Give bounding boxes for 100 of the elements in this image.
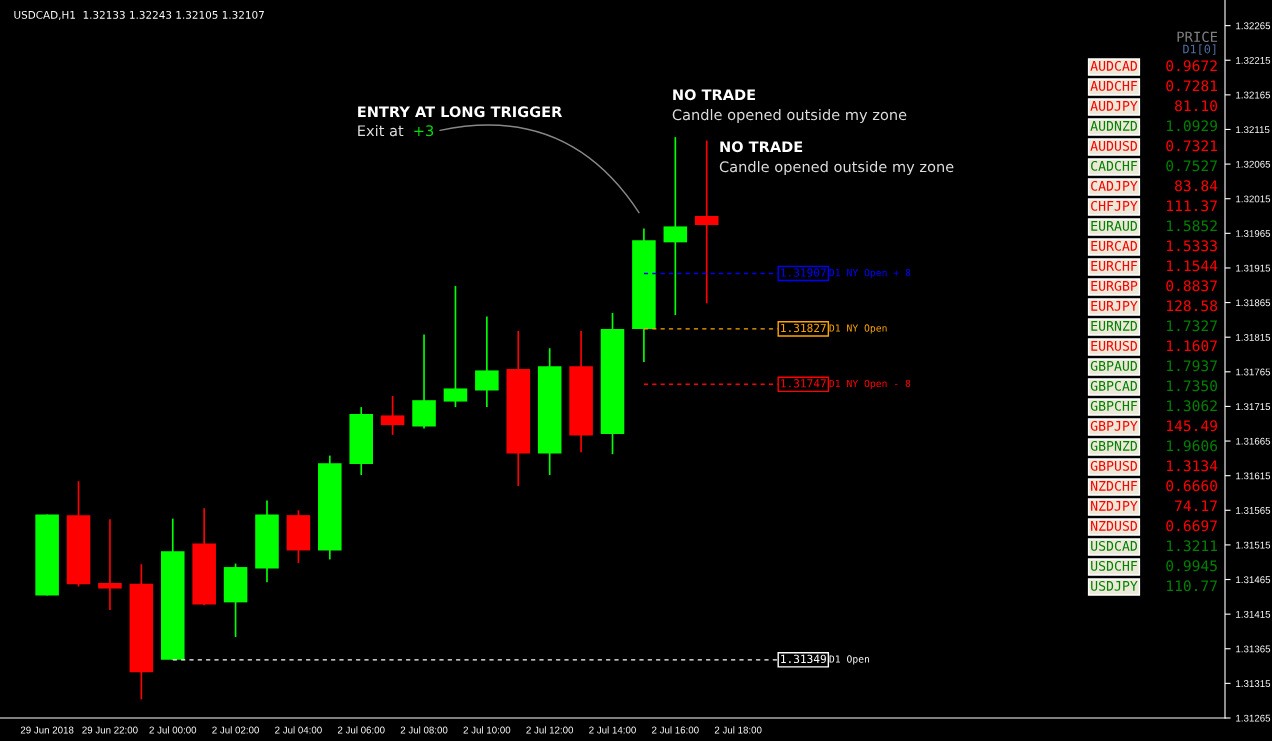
annotation: 74.17 [1175,500,1217,512]
annotation: 0.9945 [1166,560,1217,572]
x-tick-label: 2 Jul 02:00 [212,726,259,734]
y-tick-label: 1.32165 [1236,91,1271,99]
y-tick-label: 1.31615 [1236,472,1271,480]
category-label: AUDCHF [1090,80,1138,91]
annotation: D1 NY Open [829,324,887,334]
ref-line-label: 1.31747 [781,379,826,388]
x-tick-label: 2 Jul 04:00 [275,726,322,734]
y-tick-label: 1.31265 [1236,714,1271,722]
candlestick [475,315,499,408]
annotation: NO TRADE [673,89,756,101]
annotation: ENTRY AT LONG TRIGGER [358,106,563,118]
annotation: 1.5852 [1167,220,1217,232]
x-tick-label: 2 Jul 14:00 [589,726,636,734]
category-label: USDJPY [1091,580,1138,591]
category-label: AUDCAD [1090,60,1138,71]
annotation: 1.3211 [1167,540,1218,552]
category-label: GBPAUD [1090,360,1138,371]
x-tick-label: 2 Jul 08:00 [400,726,448,734]
category-label: EURAUD [1091,221,1138,231]
x-tick-label: 2 Jul 12:00 [526,726,574,734]
annotation: 81.10 [1175,100,1218,112]
annotation: 1.1544 [1167,260,1218,272]
y-tick-label: 1.31415 [1236,610,1271,618]
category-label: GBPJPY [1090,420,1138,431]
annotation: Candle opened outside my zone [672,108,907,124]
y-tick-label: 1.31765 [1236,368,1271,376]
category-label: GBPCAD [1090,380,1138,391]
annotation: 110.77 [1167,580,1217,592]
annotation: 0.8837 [1166,280,1217,292]
category-label: CHFJPY [1091,200,1138,211]
x-tick-label: 29 Jun 2018 [20,726,74,734]
candlestick [380,395,405,436]
annotation: 111.37 [1167,200,1217,212]
text: USDCAD,H1 1.32133 1.32243 1.32105 1.32107 [14,10,264,20]
y-tick-label: 1.31715 [1236,403,1271,411]
annotation: Exit at [358,124,404,137]
y-tick-label: 1.31315 [1236,680,1271,687]
annotation: 1.0929 [1167,120,1218,132]
y-tick-label: 1.32065 [1236,160,1271,168]
ref-line-label: 1.31907 [781,268,826,277]
candlestick [663,136,688,316]
annotation: Candle opened outside my zone [719,160,954,176]
category-label: AUDUSD [1090,140,1138,151]
annotation: 0.6697 [1166,520,1217,532]
x-tick-label: 2 Jul 10:00 [463,726,511,734]
y-tick-label: 1.31565 [1236,507,1271,514]
category-label: EURCAD [1091,240,1138,251]
category-label: EURNZD [1091,321,1138,331]
annotation: 0.7281 [1166,80,1218,92]
y-tick-label: 1.31815 [1236,333,1271,341]
annotation: 0.9672 [1166,60,1217,72]
y-tick-label: 1.31465 [1236,576,1271,584]
category-label: EURGBP [1091,280,1138,291]
category-label: GBPNZD [1090,440,1138,451]
y-tick-label: 1.32265 [1236,22,1271,30]
y-tick-label: 1.32015 [1236,195,1271,203]
category-label: USDCAD [1091,540,1138,551]
annotation: 1.7350 [1167,380,1218,392]
text: D1[0] [1183,44,1216,55]
category-label: AUDJPY [1090,101,1138,111]
annotation: +3 [414,125,434,137]
annotation: D1 Open [829,655,870,665]
category-label: NZDCHF [1091,480,1138,491]
annotation: D1 NY Open - 8 [829,379,911,389]
annotation: 1.7327 [1167,320,1217,332]
category-label: NZDJPY [1091,501,1138,511]
x-tick-label: 2 Jul 00:00 [149,726,197,734]
candlestick [694,139,719,305]
annotation: 145.49 [1167,420,1218,432]
category-label: CADCHF [1091,160,1138,171]
annotation: 128.58 [1167,300,1218,312]
annotation: 1.3134 [1167,460,1218,472]
annotation: 1.5333 [1167,240,1217,252]
annotation: D1 NY Open + 8 [829,268,911,279]
annotation: NO TRADE [720,141,803,153]
x-tick-label: 2 Jul 18:00 [714,726,762,734]
ref-line-label: 1.31349 [781,654,826,664]
annotation: 83.84 [1175,180,1218,192]
y-tick-label: 1.31915 [1236,264,1271,272]
y-tick-label: 1.32115 [1236,126,1270,134]
y-tick-label: 1.31965 [1236,230,1271,237]
category-label: EURJPY [1091,301,1138,311]
annotation: 1.3062 [1167,400,1217,412]
annotation: 1.7937 [1167,360,1217,372]
y-tick-label: 1.31515 [1236,541,1271,549]
category-label: USDCHF [1091,560,1138,571]
y-tick-label: 1.31865 [1236,299,1271,307]
y-tick-label: 1.31665 [1236,437,1271,445]
annotation: 0.7527 [1166,160,1217,172]
candlestick [98,518,122,611]
x-tick-label: 2 Jul 16:00 [652,726,699,734]
ref-line-label: 1.31827 [781,323,826,333]
category-label: CADJPY [1091,180,1138,191]
annotation: 1.1607 [1167,340,1217,352]
annotation: 0.6660 [1166,480,1218,492]
y-tick-label: 1.31365 [1236,645,1271,653]
category-label: EURUSD [1091,340,1138,351]
category-label: GBPUSD [1090,460,1138,471]
